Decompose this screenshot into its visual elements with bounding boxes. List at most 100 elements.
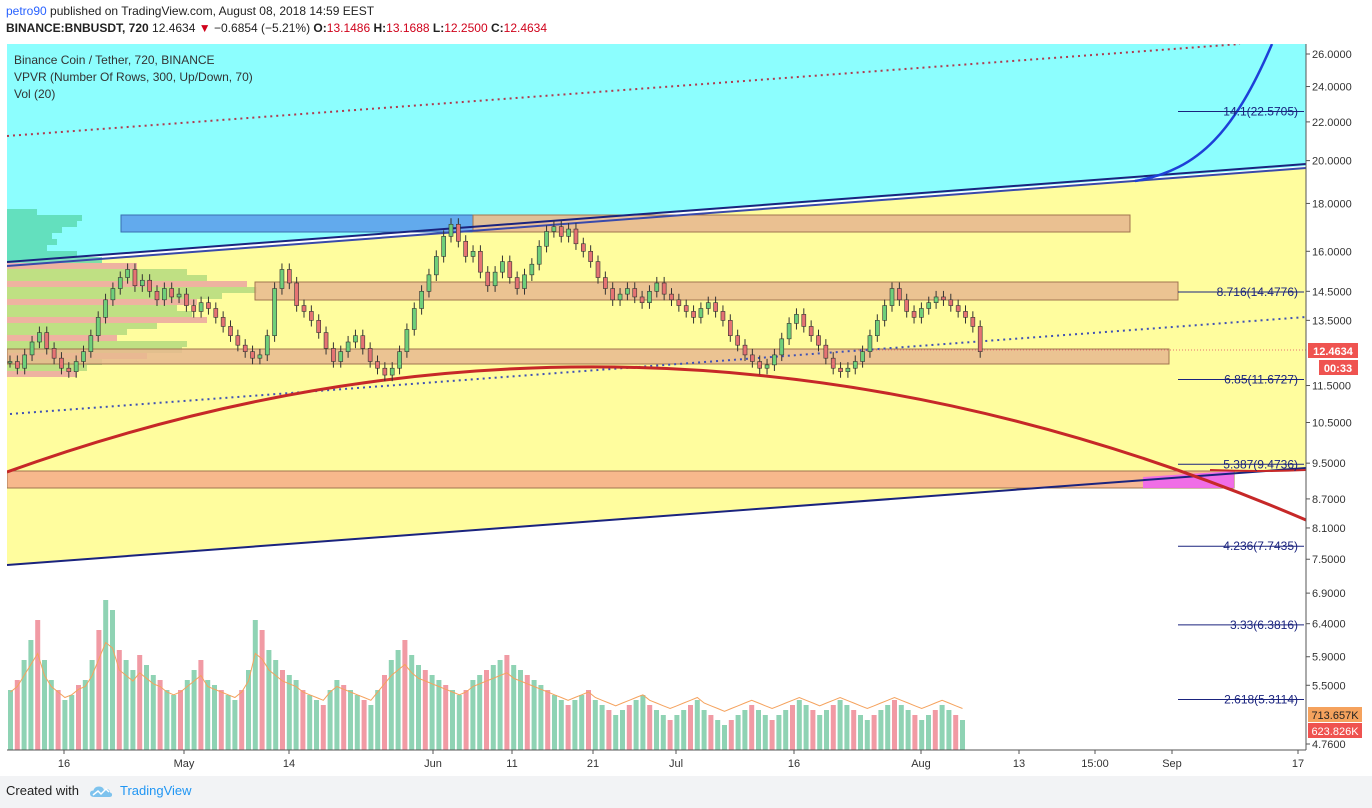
volume-profile-bar <box>7 329 127 335</box>
volume-bar <box>375 690 381 750</box>
open-value: 13.1486 <box>326 21 371 35</box>
candle-body <box>110 288 116 301</box>
volume-bar <box>225 695 231 750</box>
price-tick-label: 5.5000 <box>1312 680 1346 692</box>
volume-profile-bar <box>7 233 52 239</box>
fib-level-label: 2.618(5.3114) <box>1224 692 1298 706</box>
volume-bar <box>708 715 714 750</box>
volume-bar <box>62 700 68 750</box>
volume-bar <box>892 700 897 750</box>
volume-tag <box>1308 723 1362 738</box>
candle-body <box>882 305 887 321</box>
volume-bar <box>681 710 687 750</box>
high-label: H: <box>373 21 387 35</box>
volume-bar <box>382 675 387 750</box>
close-label: C: <box>490 21 504 35</box>
candle-body <box>632 288 638 298</box>
candle-body <box>772 354 777 366</box>
candle-body <box>603 277 608 289</box>
price-chart[interactable]: 14.1(22.5705) 8.716(14.4776) 6.85(11.6727)… <box>0 42 1372 776</box>
candle-body <box>264 335 270 356</box>
volume-bar <box>144 665 149 750</box>
candle-body <box>955 305 961 312</box>
volume-bar <box>919 720 925 750</box>
volume-bar <box>565 705 571 750</box>
legend-vol: Vol (20) <box>14 87 56 101</box>
volume-profile-bar <box>7 215 82 221</box>
candle-body <box>661 282 667 295</box>
volume-bar <box>477 675 483 750</box>
volume-bar <box>252 620 258 750</box>
volume-bar <box>89 660 95 750</box>
time-tick-label: 15:00 <box>1081 758 1109 770</box>
low-value: 12.2500 <box>444 21 488 35</box>
candle-body <box>514 277 520 289</box>
candle-body <box>301 305 307 312</box>
price-tick-label: 26.0000 <box>1312 49 1352 61</box>
price-tick-label: 14.5000 <box>1312 286 1352 298</box>
volume-bar <box>42 660 47 750</box>
candle-body <box>81 351 86 362</box>
volume-bar <box>361 700 367 750</box>
time-tick-label: 13 <box>1013 758 1025 770</box>
volume-bar <box>803 705 809 750</box>
volume-bar <box>735 715 741 750</box>
volume-bar <box>191 670 197 750</box>
candle-body <box>279 269 285 289</box>
volume-bar <box>885 705 891 750</box>
countdown-tag <box>1319 360 1358 375</box>
volume-bar <box>858 715 863 750</box>
candle-body <box>691 311 696 318</box>
volume-bar <box>769 720 775 750</box>
volume-bar <box>878 710 884 750</box>
candle-body <box>544 231 549 247</box>
price-tick-label: 20.0000 <box>1312 156 1352 168</box>
volume-tag-label: 623.826K <box>1311 726 1359 738</box>
candle-body <box>794 314 799 324</box>
time-tick-label: Jul <box>669 758 683 770</box>
volume-bar <box>586 690 591 750</box>
tradingview-brand-link[interactable]: TradingView <box>120 783 192 798</box>
candle-body <box>654 282 660 292</box>
candle-body <box>735 335 740 346</box>
volume-bar <box>429 675 435 750</box>
volume-profile-bar <box>7 371 77 377</box>
price-axis-ticks: 26.0000 24.0000 22.0000 20.0000 18.0000 16.00… <box>1306 49 1352 751</box>
candle-body <box>580 243 586 252</box>
time-tick-label: 21 <box>587 758 599 770</box>
volume-bar <box>783 710 789 750</box>
volume-bar <box>402 640 408 750</box>
candle-body <box>132 269 138 287</box>
time-axis[interactable] <box>7 750 1306 774</box>
candle-body <box>73 361 79 372</box>
volume-bar <box>35 620 41 750</box>
candle-body <box>610 288 616 301</box>
channel-top-line-a <box>7 163 1306 263</box>
price-axis[interactable] <box>1306 44 1372 750</box>
volume-bar <box>8 690 13 750</box>
volume-bar <box>395 650 401 750</box>
author-link[interactable]: petro90 <box>6 4 47 18</box>
volume-bar <box>273 660 279 750</box>
candle-body <box>727 320 733 336</box>
volume-bar <box>463 690 469 750</box>
volume-bar <box>246 670 251 750</box>
chart-legend: Binance Coin / Tether, 720, BINANCE VPVR… <box>14 52 253 103</box>
volume-bar <box>926 715 931 750</box>
candle-body <box>411 308 417 330</box>
volume-bar <box>130 670 136 750</box>
volume-profile-bar <box>7 239 57 245</box>
candle-body <box>353 335 358 343</box>
candle-body <box>779 338 785 356</box>
candle-body <box>478 251 483 273</box>
candle-body <box>367 348 373 362</box>
high-value: 13.1688 <box>386 21 430 35</box>
candle-body <box>220 317 226 327</box>
volume-bar <box>110 610 115 750</box>
volume-profile-bar <box>7 365 87 371</box>
publish-info: petro90 published on TradingView.com, Au… <box>6 4 374 18</box>
volume-bar <box>715 720 721 750</box>
volume-bar <box>837 700 843 750</box>
candle-body <box>228 326 233 336</box>
candle-body <box>933 296 939 303</box>
